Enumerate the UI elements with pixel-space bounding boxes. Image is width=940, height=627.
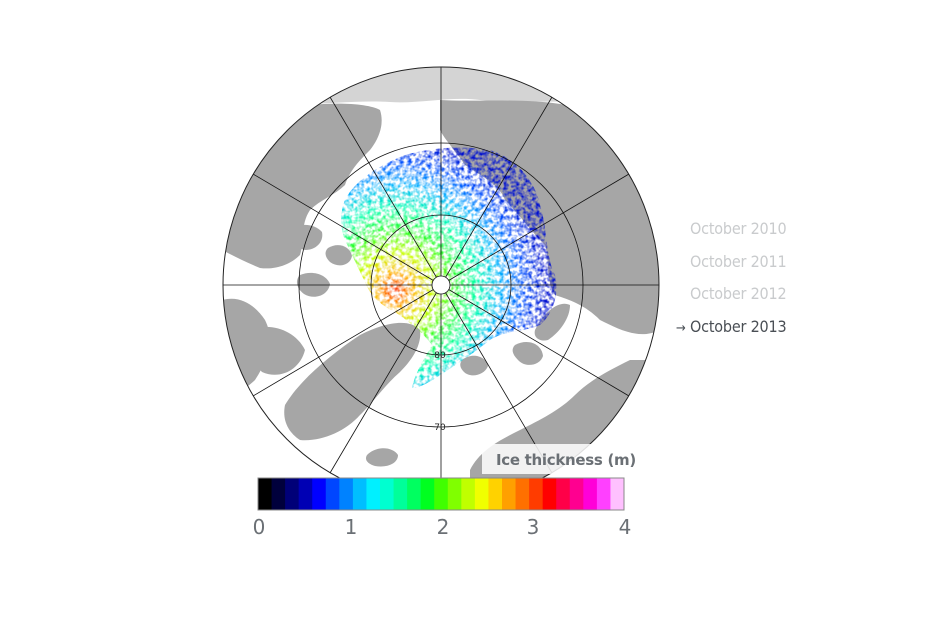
colorbar-swatch bbox=[298, 478, 313, 510]
colorbar-swatch bbox=[515, 478, 530, 510]
year-option-2012[interactable]: October 2012 bbox=[676, 283, 787, 316]
latitude-label-80: 80 bbox=[434, 351, 446, 361]
colorbar-tick-0: 0 bbox=[252, 515, 266, 539]
latitude-label-70: 70 bbox=[434, 423, 446, 433]
colorbar-tick-2: 2 bbox=[436, 515, 450, 539]
year-label: October 2011 bbox=[690, 251, 787, 271]
colorbar bbox=[258, 478, 625, 510]
colorbar-swatch bbox=[366, 478, 381, 510]
year-option-2013[interactable]: → October 2013 bbox=[676, 316, 787, 349]
year-option-2011[interactable]: October 2011 bbox=[676, 251, 787, 284]
colorbar-tick-4: 4 bbox=[618, 515, 632, 539]
colorbar-swatch bbox=[502, 478, 517, 510]
colorbar-swatch bbox=[434, 478, 449, 510]
year-option-2010[interactable]: October 2010 bbox=[676, 218, 787, 251]
colorbar-swatch bbox=[312, 478, 327, 510]
colorbar-swatch bbox=[461, 478, 476, 510]
colorbar-swatch bbox=[542, 478, 557, 510]
colorbar-frame bbox=[257, 477, 625, 511]
colorbar-swatch bbox=[380, 478, 395, 510]
colorbar-swatch bbox=[488, 478, 503, 510]
year-label: October 2013 bbox=[690, 316, 787, 336]
colorbar-swatch bbox=[420, 478, 435, 510]
year-selector: October 2010 October 2011 October 2012 →… bbox=[676, 218, 787, 349]
colorbar-swatch bbox=[583, 478, 598, 510]
colorbar-swatch bbox=[474, 478, 489, 510]
colorbar-swatch bbox=[352, 478, 367, 510]
colorbar-title-backdrop bbox=[482, 444, 630, 474]
colorbar-tick-1: 1 bbox=[344, 515, 358, 539]
colorbar-swatch bbox=[596, 478, 611, 510]
colorbar-swatch bbox=[271, 478, 286, 510]
colorbar-swatch bbox=[529, 478, 544, 510]
colorbar-tick-3: 3 bbox=[526, 515, 540, 539]
colorbar-swatch bbox=[569, 478, 584, 510]
colorbar-swatch bbox=[285, 478, 300, 510]
colorbar-swatch bbox=[447, 478, 462, 510]
colorbar-swatch bbox=[393, 478, 408, 510]
top-band bbox=[300, 67, 600, 104]
year-label: October 2010 bbox=[690, 219, 787, 238]
year-label: October 2012 bbox=[690, 284, 787, 303]
pole-hole bbox=[431, 275, 451, 295]
colorbar-swatch bbox=[610, 478, 625, 510]
colorbar-swatch bbox=[556, 478, 571, 510]
colorbar-swatch bbox=[339, 478, 354, 510]
active-arrow-icon: → bbox=[676, 320, 686, 336]
colorbar-swatch bbox=[325, 478, 340, 510]
colorbar-title: Ice thickness (m) bbox=[496, 451, 636, 469]
colorbar-swatch bbox=[258, 478, 273, 510]
colorbar-swatch bbox=[407, 478, 422, 510]
